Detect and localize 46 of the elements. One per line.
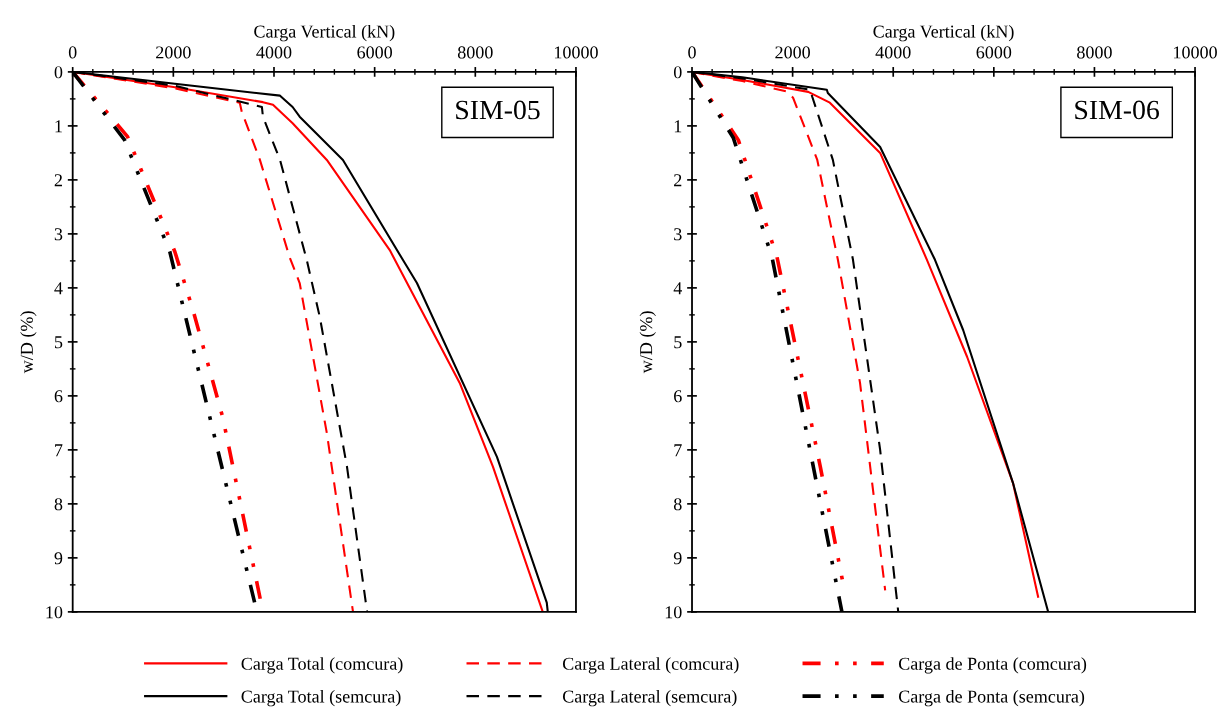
- y-tick-label: 7: [55, 444, 63, 457]
- y-tick-label: 9: [673, 552, 682, 565]
- y-tick-label: 5: [674, 336, 682, 349]
- y-tick-label: 2: [674, 174, 682, 187]
- y-tick-label: 4: [54, 282, 63, 295]
- y-axis-title: w/D (%): [639, 311, 656, 374]
- y-tick-label: 8: [673, 498, 682, 511]
- y-tick-label: 10: [46, 606, 63, 619]
- y-tick-label: 8: [54, 498, 63, 511]
- y-tick-label: 10: [665, 606, 682, 619]
- legend-label: Carga Lateral (semcura): [562, 689, 737, 707]
- x-tick-label: 4000: [875, 46, 911, 59]
- legend-label: Carga Total (semcura): [241, 689, 401, 707]
- x-tick-label: 2000: [156, 46, 191, 59]
- x-tick-label: 0: [68, 46, 77, 59]
- x-axis-title: Carga Vertical (kN): [873, 24, 1014, 42]
- y-tick-label: 0: [54, 66, 63, 79]
- annotation: SIM-05: [456, 100, 540, 120]
- y-tick-label: 1: [55, 120, 62, 133]
- legend-label: Carga de Ponta (semcura): [898, 689, 1085, 707]
- x-tick-label: 0: [688, 46, 696, 59]
- annotation: SIM-06: [1075, 100, 1159, 120]
- x-tick-label: 6000: [357, 46, 393, 59]
- x-tick-label: 4000: [256, 46, 292, 59]
- y-tick-label: 3: [54, 228, 63, 241]
- legend-label: Carga Lateral (comcura): [562, 657, 739, 674]
- y-axis-title: w/D (%): [20, 311, 37, 374]
- y-tick-label: 1: [674, 120, 682, 133]
- y-tick-label: 9: [54, 552, 63, 565]
- y-tick-label: 5: [54, 336, 63, 349]
- legend-label: Carga Total (comcura): [241, 657, 403, 674]
- x-tick-label: 10000: [1174, 46, 1217, 59]
- x-tick-label: 10000: [554, 46, 598, 59]
- x-tick-label: 2000: [775, 46, 810, 59]
- x-tick-label: 6000: [976, 46, 1012, 59]
- legend-label: Carga de Ponta (comcura): [898, 657, 1087, 674]
- x-axis-title: Carga Vertical (kN): [254, 24, 395, 42]
- y-tick-label: 4: [673, 282, 683, 295]
- y-tick-label: 7: [674, 444, 682, 457]
- x-tick-label: 8000: [457, 46, 493, 59]
- y-tick-label: 6: [674, 390, 682, 403]
- y-tick-label: 2: [54, 174, 62, 187]
- x-tick-label: 8000: [1077, 46, 1112, 59]
- y-tick-label: 6: [54, 390, 63, 403]
- y-tick-label: 3: [674, 228, 682, 241]
- y-tick-label: 0: [673, 66, 682, 79]
